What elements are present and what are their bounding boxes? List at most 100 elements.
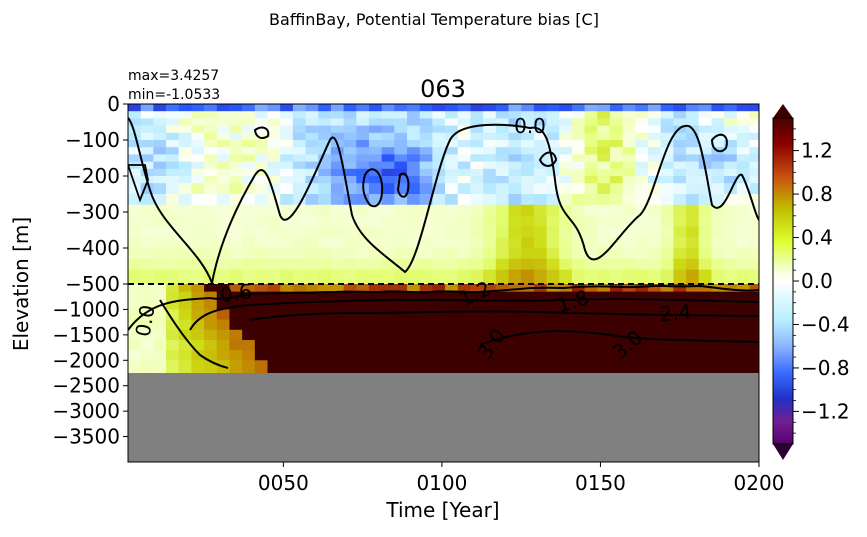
heatmap-cell <box>686 183 700 195</box>
heatmap-cell <box>749 226 759 238</box>
heatmap-cell <box>242 309 256 321</box>
heatmap-cell <box>609 154 624 163</box>
heatmap-cell <box>483 299 497 311</box>
heatmap-cell <box>166 258 180 271</box>
heatmap-cell <box>166 111 180 119</box>
heatmap-cell <box>508 215 522 227</box>
heatmap-cell <box>419 147 433 155</box>
heatmap-cell <box>686 319 700 331</box>
heatmap-cell <box>609 237 624 249</box>
heatmap-cell <box>343 161 357 170</box>
heatmap-cell <box>673 161 687 170</box>
heatmap-cell <box>166 183 180 195</box>
heatmap-cell <box>407 176 421 184</box>
heatmap-cell <box>178 360 193 374</box>
heatmap-cell <box>280 132 294 141</box>
heatmap-cell <box>584 319 598 331</box>
heatmap-cell <box>648 291 662 300</box>
heatmap-cell <box>749 125 759 134</box>
heatmap-cell <box>724 226 738 238</box>
heatmap-cell <box>597 168 611 177</box>
heatmap-cell <box>305 237 319 249</box>
heatmap-cell <box>394 339 408 351</box>
heatmap-cell <box>394 125 408 134</box>
heatmap-cell <box>381 168 395 177</box>
heatmap-cell <box>571 176 586 184</box>
heatmap-cell <box>559 147 573 155</box>
heatmap-cell <box>470 339 484 351</box>
heatmap-cell <box>698 329 713 341</box>
heatmap-cell <box>267 125 281 134</box>
heatmap-cell <box>305 154 319 163</box>
heatmap-cell <box>749 194 759 206</box>
heatmap-cell <box>521 329 535 341</box>
heatmap-cell <box>559 204 573 217</box>
heatmap-cell <box>128 237 142 249</box>
heatmap-cell <box>724 339 738 351</box>
heatmap-cell <box>533 248 548 260</box>
heatmap-cell <box>673 269 687 285</box>
heatmap-cell <box>153 147 167 155</box>
heatmap-cell <box>584 226 598 238</box>
heatmap-cell <box>736 147 751 155</box>
heatmap-cell <box>483 140 497 148</box>
heatmap-cell <box>292 168 307 177</box>
heatmap-cell <box>521 183 535 195</box>
heatmap-cell <box>711 132 725 141</box>
heatmap-cell <box>508 339 522 351</box>
heatmap-cell <box>495 319 510 331</box>
heatmap-cell <box>432 319 446 331</box>
heatmap-cell <box>128 147 142 155</box>
heatmap-cell <box>432 237 446 249</box>
heatmap-cell <box>470 269 484 285</box>
heatmap-cell <box>483 291 497 300</box>
heatmap-cell <box>254 132 269 141</box>
heatmap-cell <box>343 319 357 331</box>
heatmap-cell <box>178 258 193 271</box>
heatmap-cell <box>724 319 738 331</box>
heatmap-cell <box>648 215 662 227</box>
heatmap-cell <box>407 299 421 311</box>
heatmap-cell <box>216 319 231 331</box>
heatmap-cell <box>368 309 383 321</box>
heatmap-cell <box>736 183 751 195</box>
heatmap-cell <box>356 125 370 134</box>
heatmap-cell <box>571 161 586 170</box>
heatmap-cell <box>686 237 700 249</box>
heatmap-cell <box>698 204 713 217</box>
heatmap-cell <box>597 194 611 206</box>
heatmap-cell <box>470 183 484 195</box>
heatmap-cell <box>483 226 497 238</box>
heatmap-cell <box>280 104 294 112</box>
heatmap-cell <box>330 284 345 293</box>
heatmap-cell <box>280 226 294 238</box>
heatmap-cell <box>280 183 294 195</box>
heatmap-cell <box>153 118 167 127</box>
heatmap-cell <box>571 339 586 351</box>
heatmap-cell <box>736 215 751 227</box>
heatmap-cell <box>609 147 624 155</box>
heatmap-cell <box>419 309 433 321</box>
heatmap-cell <box>546 125 560 134</box>
contour-line <box>538 151 558 167</box>
heatmap-cell <box>191 161 205 170</box>
heatmap-cell <box>711 258 725 271</box>
heatmap-cell <box>191 132 205 141</box>
heatmap-cell <box>584 237 598 249</box>
heatmap-cell <box>305 258 319 271</box>
heatmap-cell <box>178 350 193 361</box>
heatmap-cell <box>305 291 319 300</box>
y-tick-label: −3000 <box>52 399 120 423</box>
heatmap-cell <box>229 329 243 341</box>
heatmap-cell <box>407 215 421 227</box>
heatmap-cell <box>381 118 395 127</box>
heatmap-cell <box>736 118 751 127</box>
heatmap-cell <box>635 339 649 351</box>
heatmap-cell <box>153 183 167 195</box>
heatmap-cell <box>305 215 319 227</box>
heatmap-cell <box>622 291 636 300</box>
heatmap-cell <box>204 339 218 351</box>
heatmap-cell <box>407 226 421 238</box>
heatmap-cell <box>584 132 598 141</box>
heatmap-cell <box>242 176 256 184</box>
